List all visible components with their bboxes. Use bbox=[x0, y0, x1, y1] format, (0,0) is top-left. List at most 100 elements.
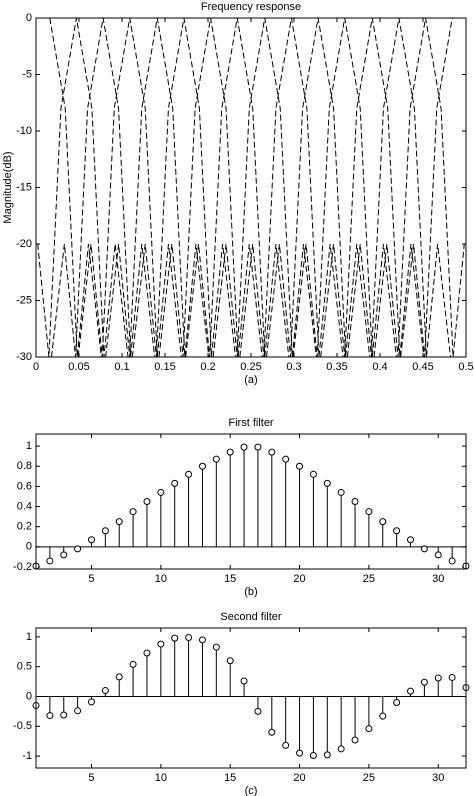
y-tick-label: 0.8 bbox=[17, 460, 32, 472]
chart-title: Frequency response bbox=[201, 1, 301, 13]
y-tick-label: -0.2 bbox=[13, 561, 32, 573]
x-tick-label: 0.25 bbox=[240, 361, 261, 373]
stem-marker bbox=[254, 443, 262, 451]
subplot: Second filter (c) 5 10 15 20 25 30 -1 -0.5 0 0.5 1 bbox=[13, 611, 470, 796]
y-tick-label: -1 bbox=[22, 750, 32, 762]
stem-marker bbox=[226, 657, 234, 665]
stem-marker bbox=[448, 557, 456, 565]
y-tick-label: 0.4 bbox=[17, 500, 32, 512]
stem-marker bbox=[296, 462, 304, 470]
chart-title: Second filter bbox=[220, 611, 281, 623]
response-curve bbox=[373, 18, 465, 357]
y-tick-label: -0.5 bbox=[13, 720, 32, 732]
stem-marker bbox=[143, 498, 151, 505]
stem-marker bbox=[379, 518, 387, 526]
stem-marker bbox=[74, 545, 82, 553]
response-curve bbox=[185, 18, 290, 357]
stem-marker bbox=[101, 687, 109, 695]
x-tick-label: 0 bbox=[33, 361, 39, 373]
x-tick-label: 20 bbox=[293, 573, 305, 585]
subplot: Frequency response (a) Magnitude(dB) 0 0.05 0… bbox=[2, 1, 474, 386]
y-tick-label: -30 bbox=[16, 351, 32, 363]
stem-marker bbox=[365, 508, 373, 516]
y-tick-label: -5 bbox=[22, 68, 32, 80]
stem-marker bbox=[129, 660, 137, 668]
stem-marker bbox=[240, 443, 248, 451]
response-curve bbox=[346, 18, 452, 357]
response-curve bbox=[37, 18, 129, 357]
stem-marker bbox=[282, 741, 290, 749]
stem-marker bbox=[60, 711, 68, 719]
x-axis-label: (c) bbox=[245, 785, 258, 796]
x-tick-label: 5 bbox=[88, 772, 94, 784]
stem-marker bbox=[351, 736, 359, 744]
x-tick-label: 0.35 bbox=[326, 361, 347, 373]
stem-marker bbox=[365, 725, 373, 733]
axes-box bbox=[35, 433, 467, 570]
stem-marker bbox=[240, 677, 248, 685]
x-tick-label: 15 bbox=[224, 573, 236, 585]
y-tick-label: -10 bbox=[16, 125, 32, 137]
stem-marker bbox=[282, 455, 290, 463]
stem-marker bbox=[448, 673, 456, 681]
stem-marker bbox=[171, 479, 179, 487]
response-curve bbox=[400, 18, 453, 357]
stem-marker bbox=[129, 508, 137, 516]
stem-marker bbox=[407, 536, 415, 544]
stem-marker bbox=[46, 712, 54, 720]
response-curve bbox=[239, 18, 344, 357]
response-curve bbox=[158, 18, 263, 357]
y-tick-label: -20 bbox=[16, 238, 32, 250]
response-curve bbox=[292, 18, 397, 357]
response-curve bbox=[105, 18, 210, 357]
stem-marker bbox=[420, 545, 428, 553]
stem-marker bbox=[185, 634, 193, 642]
x-tick-label: 15 bbox=[224, 772, 236, 784]
response-curve bbox=[265, 18, 371, 357]
y-tick-label: 0 bbox=[26, 12, 32, 24]
x-axis-label: (b) bbox=[244, 586, 257, 598]
stem-marker bbox=[157, 488, 165, 496]
response-curve bbox=[77, 18, 182, 357]
x-tick-label: 0.5 bbox=[458, 361, 473, 373]
y-axis-label: Magnitude(dB) bbox=[2, 151, 14, 223]
x-tick-label: 0.05 bbox=[68, 361, 89, 373]
stem-marker bbox=[434, 551, 442, 559]
stem-marker bbox=[185, 470, 193, 478]
stem-marker bbox=[268, 448, 276, 456]
stem-marker bbox=[323, 479, 331, 487]
stem-marker bbox=[296, 749, 304, 757]
stem-marker bbox=[87, 536, 95, 544]
y-tick-label: 0 bbox=[26, 690, 32, 702]
stem-marker bbox=[143, 649, 151, 657]
x-tick-label: 0.15 bbox=[154, 361, 175, 373]
x-tick-label: 5 bbox=[88, 573, 94, 585]
y-tick-label: 0.5 bbox=[17, 661, 32, 673]
x-tick-label: 30 bbox=[432, 772, 444, 784]
stem-marker bbox=[171, 634, 179, 642]
y-tick-label: 1 bbox=[26, 440, 32, 452]
x-tick-label: 25 bbox=[363, 573, 375, 585]
stem-marker bbox=[309, 470, 317, 478]
stem-marker bbox=[87, 698, 95, 706]
y-tick-label: -15 bbox=[16, 181, 32, 193]
stem-marker bbox=[323, 751, 331, 759]
x-tick-label: 0.3 bbox=[286, 361, 301, 373]
response-curve bbox=[50, 18, 156, 357]
axes-box bbox=[35, 627, 467, 769]
stem-marker bbox=[309, 751, 317, 759]
stem-marker bbox=[115, 673, 123, 681]
response-curve bbox=[320, 18, 425, 357]
stem-marker bbox=[101, 527, 109, 535]
x-tick-label: 10 bbox=[155, 573, 167, 585]
stem-marker bbox=[254, 707, 262, 715]
axes-box bbox=[35, 17, 467, 358]
x-axis-label: (a) bbox=[244, 374, 257, 386]
response-curve bbox=[212, 18, 317, 357]
stem-marker bbox=[46, 557, 54, 565]
y-tick-label: 0.2 bbox=[17, 521, 32, 533]
y-tick-label: 0.6 bbox=[17, 480, 32, 492]
stem-marker bbox=[351, 498, 359, 505]
stem-marker bbox=[226, 448, 234, 456]
x-tick-label: 20 bbox=[293, 772, 305, 784]
